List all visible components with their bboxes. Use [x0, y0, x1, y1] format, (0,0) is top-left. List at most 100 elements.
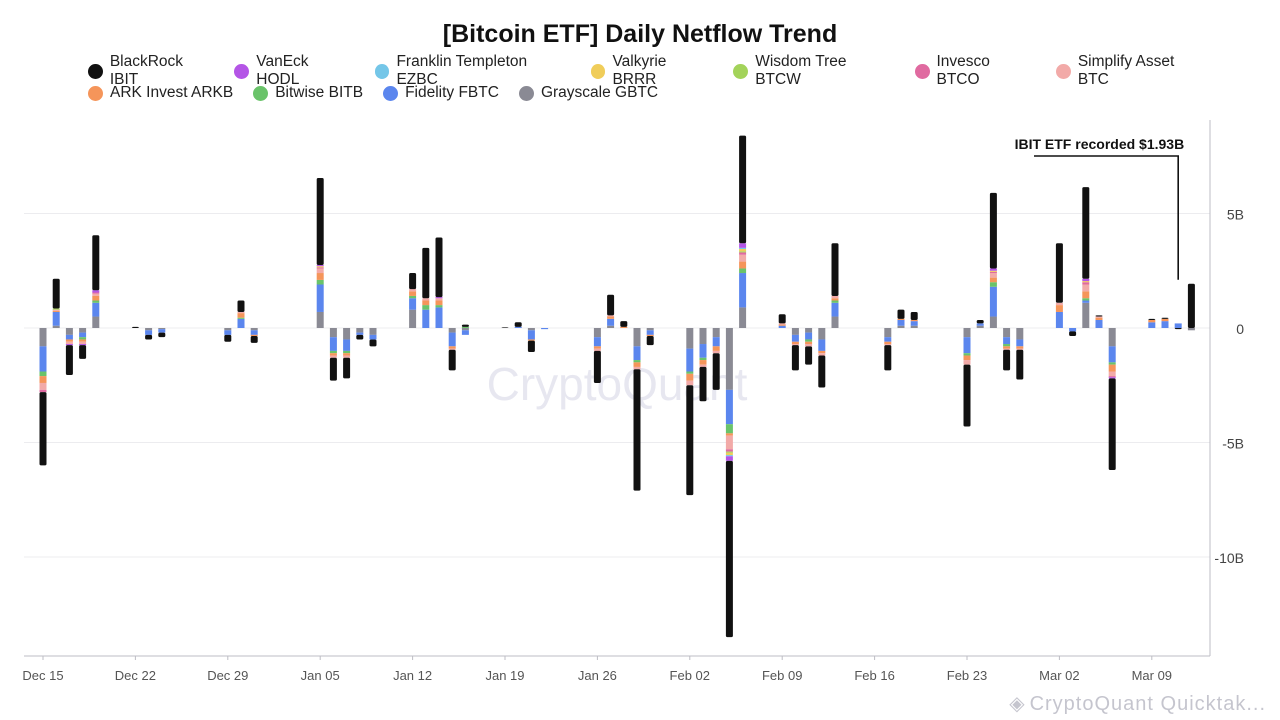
legend-item[interactable]: Simplify Asset BTC — [1056, 53, 1208, 89]
bar-segment — [158, 329, 166, 333]
bar-segment — [448, 348, 456, 350]
bar-segment — [1082, 278, 1090, 282]
legend-item[interactable]: Grayscale GBTC — [518, 84, 658, 102]
bar-jan-09 — [369, 328, 377, 347]
legend-item[interactable]: VanEck HODL — [234, 53, 354, 89]
bar-segment — [343, 353, 351, 356]
bar-segment — [725, 456, 733, 461]
bar-segment — [39, 389, 47, 393]
bar-segment — [712, 346, 720, 351]
bar-segment — [778, 323, 786, 325]
bar-segment — [633, 362, 641, 367]
legend-swatch — [253, 85, 269, 101]
bar-segment — [1174, 328, 1182, 330]
bar-segment — [910, 325, 918, 328]
bar-segment — [422, 305, 430, 310]
bar-segment — [725, 452, 733, 456]
bar-segment — [818, 350, 826, 354]
bar-segment — [435, 305, 443, 308]
legend-item[interactable]: Bitwise BITB — [253, 84, 363, 102]
bar-segment — [237, 313, 245, 318]
bar-jan-19 — [501, 327, 509, 328]
bar-segment — [884, 341, 892, 345]
bar-dec-30 — [237, 300, 245, 328]
bar-segment — [725, 328, 733, 390]
bar-segment — [514, 326, 522, 328]
bar-segment — [1108, 328, 1116, 347]
bar-feb-10 — [791, 328, 799, 371]
bar-segment — [422, 300, 430, 306]
bar-segment — [224, 328, 232, 331]
x-tick-label: Jan 12 — [393, 668, 432, 683]
legend-swatch — [88, 85, 103, 101]
bar-segment — [145, 330, 153, 335]
bar-segment — [1016, 349, 1024, 380]
bar-segment — [620, 321, 628, 327]
bar-segment — [65, 344, 73, 346]
legend-swatch — [914, 63, 930, 79]
bar-segment — [145, 334, 153, 340]
bar-feb-25 — [989, 192, 997, 328]
bar-segment — [884, 337, 892, 342]
bar-segment — [739, 243, 747, 248]
bar-segment — [805, 328, 813, 333]
bar-segment — [910, 321, 918, 326]
bar-segment — [1148, 319, 1156, 323]
bar-segment — [250, 328, 258, 331]
bar-segment — [1016, 339, 1024, 347]
bar-jan-06 — [329, 328, 337, 381]
bar-segment — [1082, 284, 1090, 292]
bar-segment — [1082, 302, 1090, 328]
bar-segment — [739, 268, 747, 274]
bar-segment — [897, 309, 905, 319]
bar-segment — [1108, 364, 1116, 372]
legend-item[interactable]: Wisdom Tree BTCW — [733, 53, 894, 89]
bar-segment — [409, 309, 417, 328]
legend-item[interactable]: Valkyrie BRRR — [590, 53, 714, 89]
bar-segment — [1082, 281, 1090, 283]
bar-segment — [1055, 305, 1063, 312]
legend-item[interactable]: Invesco BTCO — [914, 53, 1036, 89]
legend-swatch — [518, 85, 534, 101]
bar-segment — [778, 324, 786, 326]
bar-segment — [1003, 344, 1011, 347]
bar-segment — [329, 355, 337, 358]
bar-segment — [739, 252, 747, 255]
bar-segment — [633, 360, 641, 363]
bar-segment — [1069, 328, 1077, 332]
bar-segment — [686, 348, 694, 372]
legend-item[interactable]: BlackRock IBIT — [88, 53, 214, 89]
bar-segment — [52, 310, 60, 312]
legend-label: Fidelity FBTC — [405, 84, 499, 101]
bar-feb-27 — [1016, 328, 1024, 380]
bar-segment — [343, 339, 351, 351]
bar-segment — [461, 326, 469, 328]
legend-swatch — [383, 85, 399, 101]
annotation-text: IBIT ETF recorded $1.93B — [1015, 136, 1185, 152]
bar-segment — [448, 349, 456, 371]
legend-item[interactable]: ARK Invest ARKB — [88, 84, 233, 102]
bar-segment — [343, 328, 351, 340]
bar-segment — [791, 345, 799, 371]
legend-swatch — [234, 63, 250, 79]
bar-segment — [1095, 316, 1103, 318]
bar-jan-08 — [356, 328, 364, 340]
bar-feb-24 — [976, 319, 984, 328]
legend-item[interactable]: Franklin Templeton EZBC — [374, 53, 571, 89]
legend-item[interactable]: Fidelity FBTC — [383, 84, 499, 102]
x-tick-label: Mar 09 — [1132, 668, 1172, 683]
bar-segment — [1016, 348, 1024, 350]
bar-segment — [1095, 319, 1103, 328]
bar-segment — [607, 315, 615, 317]
bar-mar-04 — [1082, 187, 1090, 328]
bar-segment — [448, 346, 456, 349]
bar-segment — [739, 135, 747, 244]
bar-segment — [1016, 328, 1024, 340]
bar-segment — [963, 355, 971, 361]
bar-segment — [699, 328, 707, 345]
bar-segment — [699, 360, 707, 365]
bar-segment — [329, 328, 337, 338]
bar-segment — [739, 247, 747, 249]
bar-segment — [316, 265, 324, 267]
bar-segment — [686, 385, 694, 496]
